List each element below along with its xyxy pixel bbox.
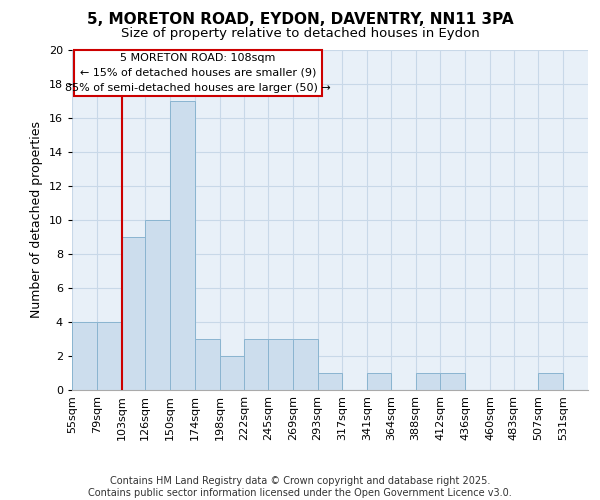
Bar <box>440 373 465 390</box>
Text: Contains HM Land Registry data © Crown copyright and database right 2025.
Contai: Contains HM Land Registry data © Crown c… <box>88 476 512 498</box>
Bar <box>538 373 563 390</box>
Y-axis label: Number of detached properties: Number of detached properties <box>30 122 43 318</box>
Bar <box>220 356 244 390</box>
Bar <box>367 373 391 390</box>
Bar <box>145 220 170 390</box>
Bar <box>416 373 440 390</box>
Bar <box>170 101 195 390</box>
Bar <box>293 339 317 390</box>
Text: 5, MORETON ROAD, EYDON, DAVENTRY, NN11 3PA: 5, MORETON ROAD, EYDON, DAVENTRY, NN11 3… <box>86 12 514 28</box>
Bar <box>122 237 145 390</box>
Bar <box>317 373 343 390</box>
Text: Size of property relative to detached houses in Eydon: Size of property relative to detached ho… <box>121 28 479 40</box>
Bar <box>268 339 293 390</box>
Text: 5 MORETON ROAD: 108sqm
← 15% of detached houses are smaller (9)
85% of semi-deta: 5 MORETON ROAD: 108sqm ← 15% of detached… <box>65 53 331 93</box>
Bar <box>97 322 122 390</box>
Bar <box>244 339 268 390</box>
Bar <box>195 339 220 390</box>
Bar <box>72 322 97 390</box>
Bar <box>74 50 322 96</box>
